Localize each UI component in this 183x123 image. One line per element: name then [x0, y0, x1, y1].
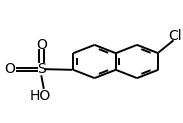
Text: S: S: [37, 62, 46, 76]
Text: O: O: [4, 62, 15, 76]
Text: O: O: [36, 38, 47, 52]
Text: Cl: Cl: [168, 29, 181, 43]
Text: HO: HO: [29, 89, 51, 103]
